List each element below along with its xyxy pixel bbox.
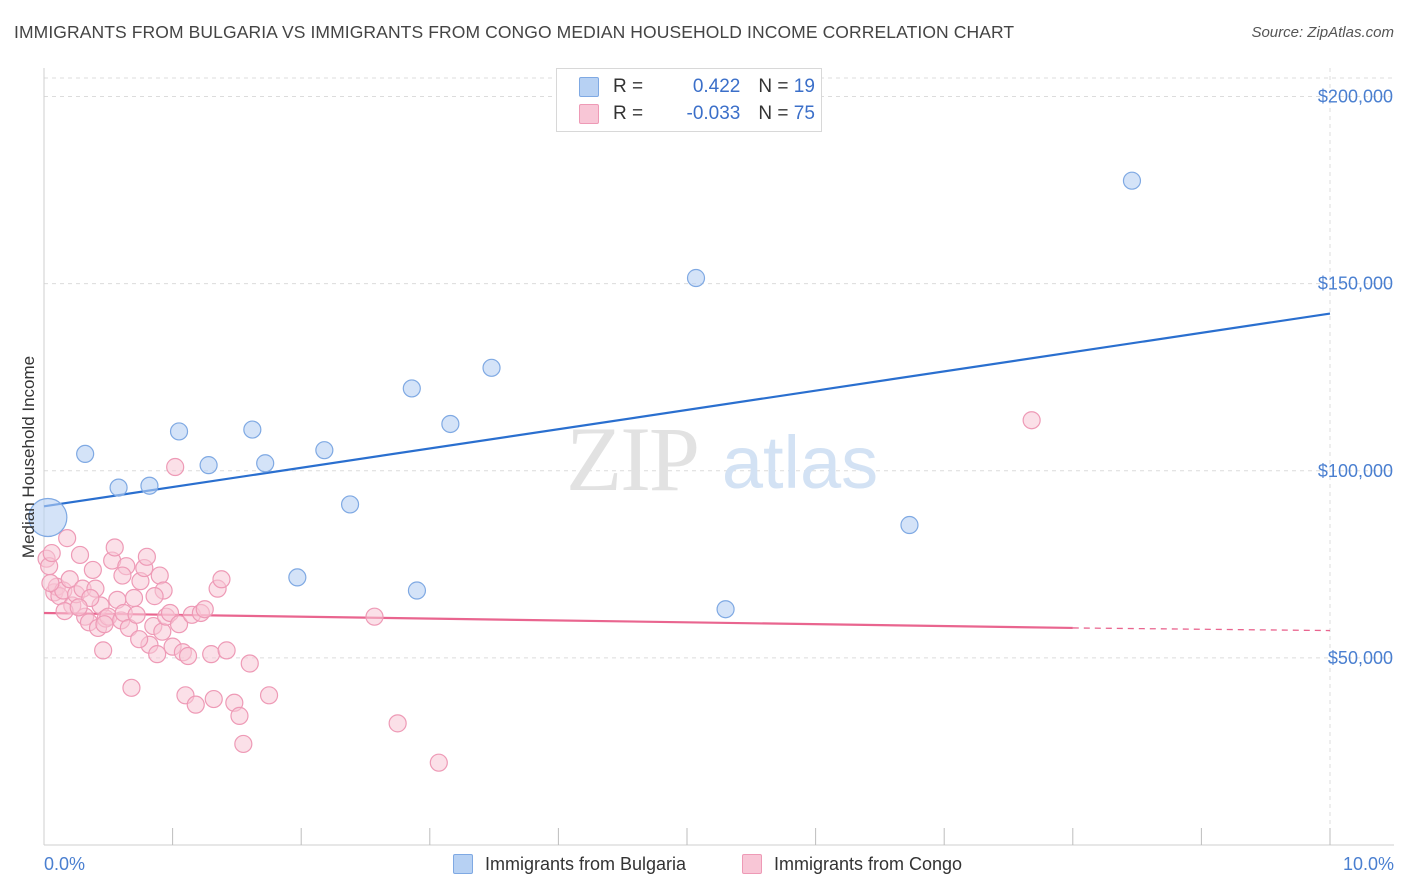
congo-point bbox=[83, 560, 102, 580]
congo-point bbox=[113, 566, 132, 585]
bulgaria-point bbox=[140, 476, 159, 495]
bulgaria-r-value: 0.422 bbox=[692, 76, 741, 97]
y-tick-labels: $50,000 $100,000 $150,000 $200,000 bbox=[1318, 87, 1393, 668]
congo-point bbox=[259, 686, 279, 705]
congo-point bbox=[153, 622, 172, 641]
congo-point bbox=[186, 695, 205, 714]
congo-point bbox=[195, 600, 214, 619]
bulgaria-points bbox=[28, 171, 1142, 619]
congo-point bbox=[42, 543, 61, 563]
bottom-legend-bulgaria: Immigrants from Bulgaria bbox=[453, 851, 686, 877]
congo-trend-line bbox=[43, 611, 1073, 630]
congo-point bbox=[137, 547, 156, 566]
legend-row-congo: R = -0.033 N = 75 bbox=[579, 102, 815, 126]
watermark: ZIP atlas bbox=[566, 408, 878, 510]
watermark-atlas: atlas bbox=[722, 421, 878, 504]
axes bbox=[43, 68, 1394, 846]
congo-r-value: -0.033 bbox=[686, 103, 741, 124]
congo-r-label: R = bbox=[613, 103, 649, 124]
bulgaria-point bbox=[76, 444, 95, 464]
bottom-bulgaria-swatch bbox=[453, 854, 473, 874]
bulgaria-point bbox=[169, 422, 189, 441]
congo-point bbox=[130, 630, 149, 649]
congo-point bbox=[204, 689, 223, 709]
congo-point bbox=[69, 598, 88, 617]
congo-point bbox=[388, 714, 407, 733]
bottom-congo-swatch bbox=[742, 854, 762, 874]
congo-point bbox=[60, 570, 79, 589]
chart-title: IMMIGRANTS FROM BULGARIA VS IMMIGRANTS F… bbox=[14, 22, 1015, 42]
bulgaria-point bbox=[243, 420, 262, 439]
stats-legend: R = 0.422 N = 19 R = -0.033 N = 75 bbox=[556, 68, 822, 132]
bulgaria-n-value: 19 bbox=[793, 76, 815, 97]
x-tick-label: 10.0% bbox=[1343, 854, 1394, 874]
bulgaria-point bbox=[402, 379, 421, 398]
congo-point bbox=[230, 706, 249, 725]
congo-point bbox=[429, 753, 448, 772]
y-tick-label: $50,000 bbox=[1328, 648, 1393, 668]
congo-point bbox=[166, 457, 185, 477]
congo-point bbox=[178, 646, 198, 666]
y-tick-label: $150,000 bbox=[1318, 274, 1393, 294]
congo-trend-extension bbox=[1072, 627, 1331, 632]
bulgaria-point bbox=[1122, 171, 1142, 190]
bulgaria-point bbox=[109, 478, 128, 497]
congo-point bbox=[124, 588, 144, 608]
bottom-bulgaria-label: Immigrants from Bulgaria bbox=[485, 853, 687, 874]
bulgaria-point bbox=[315, 441, 334, 460]
bulgaria-point bbox=[482, 358, 501, 377]
congo-n-label: N = bbox=[758, 103, 794, 124]
bulgaria-point bbox=[441, 414, 460, 434]
y-tick-label: $200,000 bbox=[1318, 87, 1393, 107]
source-label: Source: ZipAtlas.com bbox=[1251, 24, 1394, 41]
x-tick-label: 0.0% bbox=[44, 854, 85, 874]
congo-point bbox=[212, 570, 231, 589]
bulgaria-point bbox=[199, 456, 218, 475]
congo-point bbox=[127, 605, 146, 624]
bulgaria-point bbox=[28, 497, 68, 538]
bulgaria-r-label: R = bbox=[613, 76, 649, 97]
bulgaria-point bbox=[900, 515, 919, 535]
congo-points bbox=[37, 411, 1041, 772]
legend-row-bulgaria: R = 0.422 N = 19 bbox=[579, 75, 815, 99]
congo-point bbox=[70, 545, 90, 565]
bulgaria-point bbox=[686, 268, 706, 288]
bottom-legend-congo: Immigrants from Congo bbox=[742, 851, 962, 877]
bulgaria-trend-line bbox=[43, 312, 1331, 508]
bottom-congo-label: Immigrants from Congo bbox=[774, 853, 963, 874]
x-tick-marks bbox=[172, 828, 1331, 845]
congo-point bbox=[105, 538, 124, 557]
grid-lines bbox=[44, 68, 1394, 845]
bulgaria-swatch bbox=[579, 77, 599, 97]
congo-point bbox=[58, 529, 77, 548]
congo-swatch bbox=[579, 104, 599, 124]
congo-point bbox=[94, 641, 113, 660]
y-axis-label: Median Household Income bbox=[19, 356, 38, 558]
bulgaria-point bbox=[288, 568, 307, 587]
congo-point bbox=[240, 654, 259, 673]
congo-point bbox=[122, 678, 141, 697]
bulgaria-point bbox=[407, 581, 427, 600]
trend-lines bbox=[43, 312, 1331, 632]
congo-point bbox=[234, 734, 253, 754]
y-tick-label: $100,000 bbox=[1318, 461, 1393, 481]
bulgaria-point bbox=[340, 495, 360, 514]
bulgaria-n-label: N = bbox=[758, 76, 794, 97]
congo-point bbox=[365, 607, 384, 626]
watermark-zip: ZIP bbox=[566, 408, 698, 510]
x-tick-labels: 0.0% 10.0% bbox=[44, 854, 1394, 874]
congo-n-value: 75 bbox=[793, 103, 815, 124]
congo-point bbox=[1022, 411, 1041, 430]
bulgaria-point bbox=[716, 600, 735, 619]
congo-point bbox=[217, 641, 236, 660]
congo-point bbox=[202, 645, 221, 664]
congo-point bbox=[169, 615, 189, 634]
congo-point bbox=[41, 573, 60, 593]
congo-point bbox=[148, 645, 167, 664]
congo-point bbox=[95, 615, 114, 634]
congo-point bbox=[150, 566, 169, 585]
bulgaria-point bbox=[256, 454, 275, 473]
congo-point bbox=[145, 587, 164, 606]
